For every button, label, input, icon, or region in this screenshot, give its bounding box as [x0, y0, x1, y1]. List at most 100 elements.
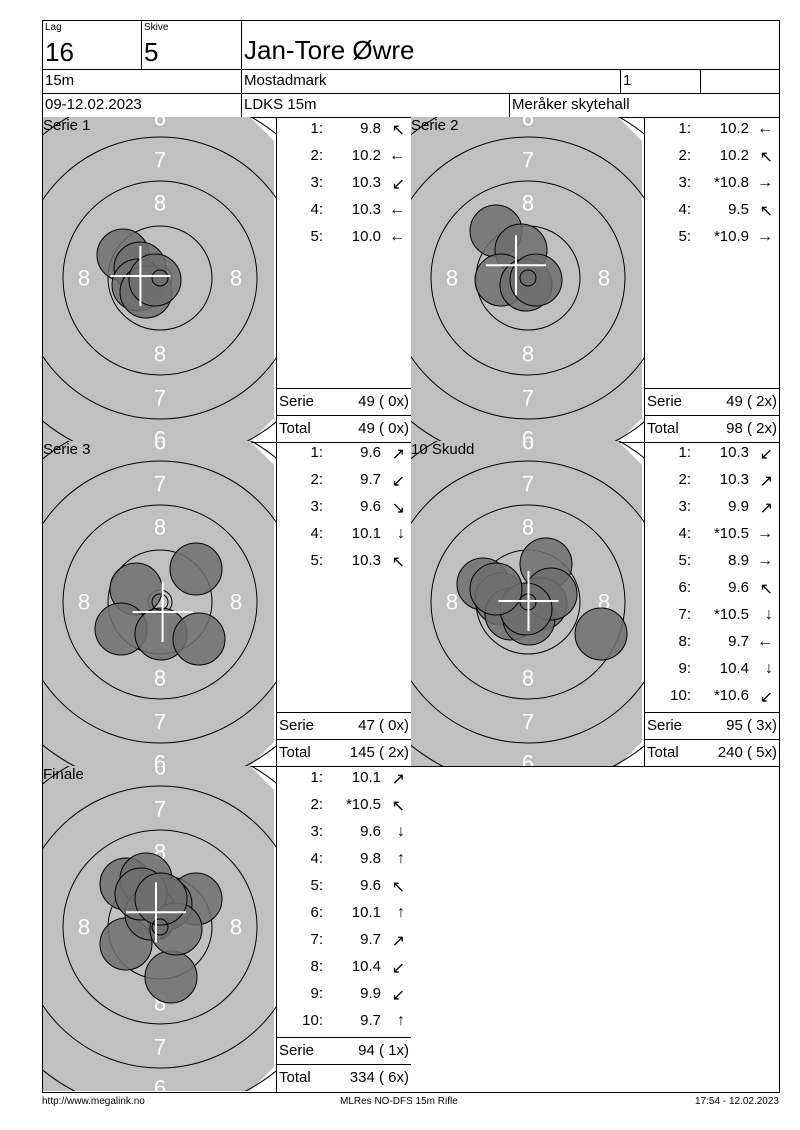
shot-number: 4:: [310, 201, 323, 218]
shot-direction-arrow-icon: ↓: [397, 525, 405, 542]
panel-title: Serie 3: [43, 441, 91, 458]
shot-score: 9.6: [360, 823, 381, 840]
target-center: [151, 269, 169, 287]
shot-number: 3:: [310, 174, 323, 191]
shot-score: 10.3: [351, 174, 381, 191]
serie-score: 49 ( 2x): [726, 393, 777, 410]
target-ring: [411, 460, 645, 744]
shot-direction-arrow-icon: ↙: [391, 473, 405, 490]
shot-direction-arrow-icon: ↖: [391, 798, 405, 815]
shot-direction-arrow-icon: ↘: [391, 500, 405, 517]
serie-label: Serie: [279, 393, 315, 410]
ring-label: 6: [522, 441, 534, 455]
shot-row: 2: 10.2 ←: [277, 147, 411, 167]
ring-label: 8: [230, 266, 242, 291]
shot-direction-arrow-icon: ↗: [391, 933, 405, 950]
target-ring: [43, 460, 277, 744]
series-panel: 8 8 8 8 7 7 6 6 1: 10.1 ↗ 2: *10.5 ↖ 3: 9.6 ↓ 4: 9.8 ↑ 5: 9.6…: [42, 766, 411, 1092]
serie-sum-row: Serie 49 ( 0x): [277, 388, 411, 416]
venue: Meråker skytehall: [509, 93, 780, 118]
shot-list: 1: 10.3 ↙ 2: 10.3 ↗ 3: 9.9 ↗ 4: *10.5 → 5: 8.9 → 6: 9.6 ↖…: [644, 441, 779, 767]
shot-direction-arrow-icon: ↗: [391, 446, 405, 463]
shot-score: 9.7: [360, 471, 381, 488]
shot-score: *10.5: [713, 606, 749, 623]
shot-direction-arrow-icon: ↗: [759, 473, 773, 490]
shot-direction-arrow-icon: ↖: [759, 581, 773, 598]
shot-direction-arrow-icon: ↙: [759, 689, 773, 706]
lag-cell: Lag 16: [42, 20, 142, 70]
shot-number: 5:: [310, 228, 323, 245]
target-ring: [430, 180, 626, 376]
total-sum-row: Total 334 ( 6x): [277, 1064, 411, 1092]
total-score: 98 ( 2x): [726, 420, 777, 437]
ring-label: 8: [446, 266, 458, 291]
shot-hole: [169, 542, 223, 596]
shot-row: 3: *10.8 →: [645, 174, 779, 194]
shot-number: 4:: [310, 525, 323, 542]
footer-software: MLRes NO-DFS 15m Rifle: [340, 1096, 458, 1107]
shot-direction-arrow-icon: ↖: [759, 203, 773, 220]
total-label: Total: [647, 744, 679, 761]
shot-list: 1: 9.6 ↗ 2: 9.7 ↙ 3: 9.6 ↘ 4: 10.1 ↓ 5: 10.3 ↖ Serie 47 …: [276, 441, 411, 767]
ring-label: 7: [154, 1035, 166, 1060]
shot-score: 9.8: [360, 850, 381, 867]
shot-number: 1:: [310, 444, 323, 461]
shot-score: *10.9: [713, 228, 749, 245]
series-panel: 8 8 8 8 7 7 6 6 1: 9.8 ↖ 2: 10.2 ← 3: 10.3 ↙ 4: 10.3 ← 5: 10.…: [42, 117, 411, 443]
total-score: 145 ( 2x): [349, 744, 409, 761]
series-panel: 8 8 8 8 7 7 6 6 1: 9.6 ↗ 2: 9.7 ↙ 3: 9.6 ↘ 4: 10.1 ↓ 5: 10.3 ↖…: [42, 441, 411, 767]
footer-url[interactable]: http://www.megalink.no: [42, 1096, 145, 1107]
ring-label: 7: [154, 710, 166, 735]
ring-label: 7: [522, 472, 534, 497]
shot-row: 9: 10.4 ↓: [645, 660, 779, 680]
shot-row: 8: 9.7 ←: [645, 633, 779, 653]
target-center: [151, 918, 169, 936]
shot-row: 5: 9.6 ↖: [277, 877, 411, 897]
shot-row: 5: 10.3 ↖: [277, 552, 411, 572]
shot-number: 1:: [310, 120, 323, 137]
shot-direction-arrow-icon: ↑: [397, 904, 405, 921]
ring-label: 8: [154, 515, 166, 540]
ring-label: 8: [230, 915, 242, 940]
shot-score: 10.1: [351, 769, 381, 786]
serie-score: 94 ( 1x): [358, 1042, 409, 1059]
shot-score: 9.9: [728, 498, 749, 515]
shot-row: 8: 10.4 ↙: [277, 958, 411, 978]
shot-row: 10: 9.7 ↑: [277, 1012, 411, 1032]
shot-score: 10.1: [351, 525, 381, 542]
ring-label: 7: [154, 386, 166, 411]
ring-label: 6: [154, 1076, 166, 1092]
shot-row: 3: 9.6 ↓: [277, 823, 411, 843]
shot-score: 10.2: [719, 120, 749, 137]
skive-cell: Skive 5: [141, 20, 242, 70]
shot-row: 2: 9.7 ↙: [277, 471, 411, 491]
shot-score: 10.3: [351, 201, 381, 218]
ring-label: 7: [154, 148, 166, 173]
shot-row: 4: 10.1 ↓: [277, 525, 411, 545]
target-ring: [43, 785, 277, 1069]
total-label: Total: [279, 420, 311, 437]
shot-row: 1: 9.8 ↖: [277, 120, 411, 140]
ring-label: 8: [522, 191, 534, 216]
total-score: 240 ( 5x): [717, 744, 777, 761]
shot-direction-arrow-icon: →: [757, 228, 773, 245]
series-panel: 8 8 8 8 7 7 6 6 1: 10.2 ← 2: 10.2 ↖ 3: *10.8 → 4: 9.5 ↖ 5: *1…: [410, 117, 779, 443]
series-panel: 8 8 8 8 7 7 6 6 1: 10.3 ↙ 2: 10.3 ↗ 3: 9.9 ↗ 4: *10.5 → 5: 8.…: [410, 441, 779, 767]
shot-row: 4: 10.3 ←: [277, 201, 411, 221]
shot-number: 1:: [678, 444, 691, 461]
shot-number: 5:: [678, 552, 691, 569]
shot-score: 9.8: [360, 120, 381, 137]
target-ring: [62, 829, 258, 1025]
shot-number: 7:: [310, 931, 323, 948]
shot-score: 9.6: [728, 579, 749, 596]
ring-label: 6: [154, 441, 166, 455]
ring-label: 8: [78, 590, 90, 615]
skive-value: 5: [144, 37, 159, 67]
extra-cell: [700, 69, 780, 94]
shot-direction-arrow-icon: →: [757, 174, 773, 191]
ring-label: 8: [522, 515, 534, 540]
shot-row: 1: 10.1 ↗: [277, 769, 411, 789]
